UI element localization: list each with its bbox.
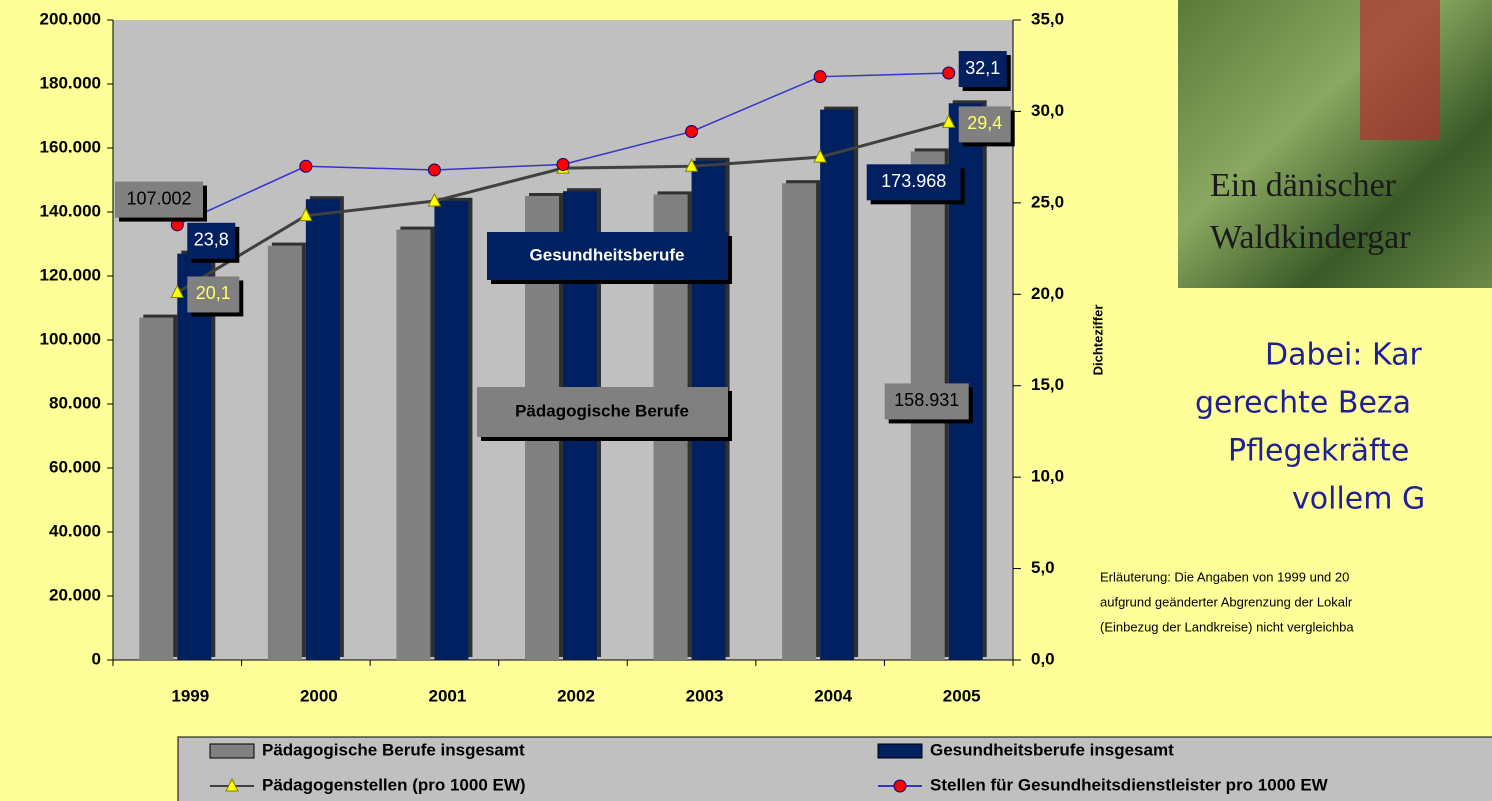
- x-tick-label: 2000: [300, 686, 338, 705]
- bar: [396, 229, 431, 660]
- bar: [267, 245, 302, 660]
- annotation: Pädagogische Berufe: [515, 401, 689, 420]
- marker: [941, 114, 956, 128]
- marker: [813, 70, 827, 84]
- legend-marker: [893, 779, 907, 793]
- y2-tick-label: 25,0: [1031, 192, 1064, 211]
- y-tick-label: 40.000: [49, 521, 101, 540]
- marker: [170, 284, 185, 298]
- x-tick-label: 2001: [429, 686, 467, 705]
- value-label: 23,8: [194, 230, 229, 250]
- note: (Einbezug der Landkreise) nicht vergleic…: [1100, 619, 1354, 634]
- photo-caption: Ein dänischer: [1210, 167, 1397, 204]
- value-label: 173.968: [881, 171, 946, 191]
- marker: [170, 218, 184, 232]
- y2-tick-label: 0,0: [1031, 649, 1055, 668]
- slide-text: Dabei: Kar: [1265, 338, 1422, 373]
- marker: [299, 159, 313, 173]
- legend-swatch: [209, 743, 255, 759]
- y-tick-label: 0: [92, 649, 101, 668]
- legend-label: Gesundheitsberufe insgesamt: [930, 740, 1174, 759]
- x-tick-label: 1999: [171, 686, 209, 705]
- x-tick-label: 2002: [557, 686, 595, 705]
- legend-label: Pädagogische Berufe insgesamt: [262, 740, 525, 759]
- note: aufgrund geänderter Abgrenzung der Lokal…: [1100, 594, 1353, 609]
- annotation-box: [487, 232, 728, 280]
- y-tick-label: 160.000: [40, 137, 101, 156]
- y-tick-label: 180.000: [40, 73, 101, 92]
- y-tick-label: 20.000: [49, 585, 101, 604]
- y-tick-label: 200.000: [40, 9, 101, 28]
- y2-tick-label: 20,0: [1031, 284, 1064, 303]
- x-tick-label: 2003: [686, 686, 724, 705]
- y-tick-label: 120.000: [40, 265, 101, 284]
- value-label: 107.002: [126, 188, 191, 208]
- bar: [305, 199, 340, 660]
- y2-tick-label: 35,0: [1031, 9, 1064, 28]
- bar: [820, 109, 855, 661]
- photo-detail: [1360, 0, 1440, 140]
- marker: [299, 207, 313, 222]
- marker: [684, 158, 699, 172]
- marker: [427, 163, 441, 177]
- value-label: 32,1: [965, 58, 1000, 78]
- value-label: 29,4: [967, 113, 1002, 133]
- annotation-box: [477, 387, 728, 437]
- value-label-box: [958, 106, 1011, 143]
- y2-tick-label: 10,0: [1031, 467, 1064, 486]
- value-label-box: [958, 51, 1007, 88]
- bar: [782, 183, 817, 660]
- legend-label: Pädagogenstellen (pro 1000 EW): [262, 775, 526, 794]
- marker: [942, 66, 956, 80]
- legend: [177, 736, 1492, 801]
- y-tick-label: 100.000: [40, 329, 101, 348]
- marker: [427, 192, 442, 207]
- bar: [139, 317, 174, 660]
- bar: [434, 200, 469, 661]
- marker: [813, 149, 827, 163]
- annotation: Gesundheitsberufe: [530, 245, 685, 264]
- y-tick-label: 60.000: [49, 457, 101, 476]
- bar: [177, 253, 212, 660]
- note: Erläuterung: Die Angaben von 1999 und 20: [1100, 569, 1349, 584]
- x-tick-label: 2004: [814, 686, 852, 705]
- value-label: 158.931: [894, 390, 959, 410]
- y2-axis-label: Dichteziffer: [1090, 305, 1105, 376]
- photo-caption: Waldkindergar: [1210, 219, 1411, 256]
- y2-tick-label: 5,0: [1031, 558, 1055, 577]
- legend-marker: [225, 777, 239, 792]
- value-label-box: [115, 181, 203, 218]
- slide-text: Pflegekräfte: [1228, 434, 1409, 469]
- value-label-box: [866, 164, 961, 201]
- y-tick-label: 80.000: [49, 393, 101, 412]
- y2-tick-label: 15,0: [1031, 375, 1064, 394]
- value-label-box: [187, 276, 240, 313]
- y-tick-label: 140.000: [40, 201, 101, 220]
- x-tick-label: 2005: [943, 686, 981, 705]
- slide-text: gerechte Beza: [1195, 386, 1411, 421]
- value-label-box: [187, 222, 236, 259]
- marker: [685, 125, 699, 139]
- marker: [556, 157, 570, 171]
- value-label: 20,1: [196, 283, 231, 303]
- legend-swatch: [877, 743, 923, 759]
- slide-text: vollem G: [1292, 482, 1425, 517]
- y2-tick-label: 30,0: [1031, 101, 1064, 120]
- value-label-box: [884, 383, 969, 420]
- legend-label: Stellen für Gesundheitsdienstleister pro…: [930, 775, 1329, 794]
